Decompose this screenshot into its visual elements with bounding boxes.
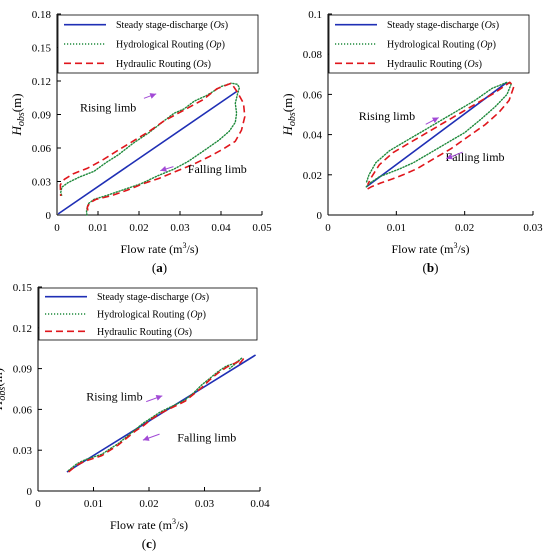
x-axis-label: Flow rate (m3/s) (392, 241, 470, 256)
y-tick-label: 0.06 (13, 404, 33, 416)
limb-arrow-down-head (142, 435, 150, 441)
x-tick-label: 0 (325, 222, 331, 234)
legend-entry-2: Hydrological Routing (Op) (116, 40, 225, 51)
x-axis-label: Flow rate (m3/s) (110, 517, 188, 532)
legend-entry-1: Steady stage-discharge (Os) (116, 20, 228, 31)
series-line-3 (366, 81, 515, 190)
annotation-label: Falling limb (188, 162, 247, 176)
x-tick-label: 0.03 (523, 222, 543, 234)
y-tick-label: 0.18 (32, 9, 52, 21)
annotation-label: Rising limb (86, 390, 142, 404)
annotation-label: Rising limb (80, 101, 136, 115)
series-line-1 (365, 81, 508, 188)
x-tick-label: 0.01 (387, 222, 406, 234)
legend-entry-2: Hydrological Routing (Op) (387, 40, 496, 51)
y-axis-label: Hobs(m) (0, 368, 8, 411)
y-axis-label: Hobs(m) (280, 93, 298, 136)
y-axis-label: Hobs(m) (9, 93, 27, 136)
legend-entry-3: Hydraulic Routing (Os) (97, 327, 192, 338)
y-tick-label: 0.1 (308, 9, 322, 21)
y-tick-label: 0 (27, 486, 33, 498)
x-tick-label: 0.05 (252, 222, 272, 234)
limb-arrow-up-head (431, 117, 439, 123)
x-tick-label: 0.04 (250, 498, 270, 510)
x-tick-label: 0.02 (139, 498, 158, 510)
legend-entry-1: Steady stage-discharge (Os) (97, 292, 209, 303)
chart-panel-1: 0 0.03 0.06 0.09 0.12 0.15 0.18 0 0.01 0.02 0.03 0.… (9, 9, 272, 275)
series-line-2 (365, 81, 512, 188)
x-tick-label: 0.04 (211, 222, 231, 234)
limb-arrow-up-head (155, 395, 163, 401)
y-tick-label: 0.12 (13, 323, 32, 335)
chart-panel-2: 0 0.02 0.04 0.06 0.08 0.1 0 0.01 0.02 0.03 Steady … (280, 9, 543, 275)
y-tick-label: 0.15 (32, 43, 52, 55)
y-tick-label: 0.09 (13, 364, 33, 376)
x-tick-label: 0.01 (84, 498, 103, 510)
y-tick-label: 0 (317, 210, 323, 222)
x-axis-label: Flow rate (m3/s) (121, 241, 199, 256)
series-line-3 (59, 82, 246, 211)
annotation-label: Falling limb (177, 431, 236, 445)
x-tick-label: 0.02 (129, 222, 148, 234)
x-tick-label: 0.01 (88, 222, 107, 234)
limb-arrow-up-head (149, 93, 157, 99)
y-tick-label: 0.06 (303, 89, 323, 101)
y-tick-label: 0.06 (32, 143, 52, 155)
panel-label: (a) (152, 260, 167, 275)
legend-entry-3: Hydraulic Routing (Os) (116, 59, 211, 70)
x-tick-label: 0.03 (195, 498, 215, 510)
panel-label: (b) (423, 260, 439, 275)
chart-panel-3: 0 0.03 0.06 0.09 0.12 0.15 0 0.01 0.02 0.03 0.04 St… (0, 282, 270, 551)
legend: Steady stage-discharge (Os) Hydrological … (38, 287, 258, 341)
y-tick-label: 0 (46, 210, 52, 222)
y-tick-label: 0.02 (303, 170, 322, 182)
x-tick-label: 0.03 (170, 222, 190, 234)
x-tick-label: 0.02 (455, 222, 474, 234)
series-line-1 (57, 90, 238, 215)
y-tick-label: 0.04 (303, 130, 323, 142)
panel-label: (c) (142, 536, 156, 551)
y-tick-label: 0.12 (32, 76, 51, 88)
y-tick-label: 0.09 (32, 110, 52, 122)
series-line-3 (67, 358, 245, 473)
y-tick-label: 0.03 (32, 177, 52, 189)
series-line-2 (60, 82, 241, 216)
limb-arrow-down-head (160, 166, 167, 172)
annotation-label: Rising limb (359, 109, 415, 123)
y-tick-label: 0.15 (13, 282, 33, 294)
legend-entry-2: Hydrological Routing (Op) (97, 310, 206, 321)
legend: Steady stage-discharge (Os) Hydrological … (328, 14, 530, 74)
legend-entry-3: Hydraulic Routing (Os) (387, 59, 482, 70)
y-tick-label: 0.03 (13, 445, 33, 457)
legend-entry-1: Steady stage-discharge (Os) (387, 20, 499, 31)
series-line-2 (67, 357, 243, 472)
annotation-label: Falling limb (446, 150, 505, 164)
x-tick-label: 0 (35, 498, 41, 510)
y-tick-label: 0.08 (303, 49, 323, 61)
limb-arrow-down-head (446, 153, 453, 160)
legend: Steady stage-discharge (Os) Hydrological … (57, 14, 259, 74)
x-tick-label: 0 (54, 222, 60, 234)
